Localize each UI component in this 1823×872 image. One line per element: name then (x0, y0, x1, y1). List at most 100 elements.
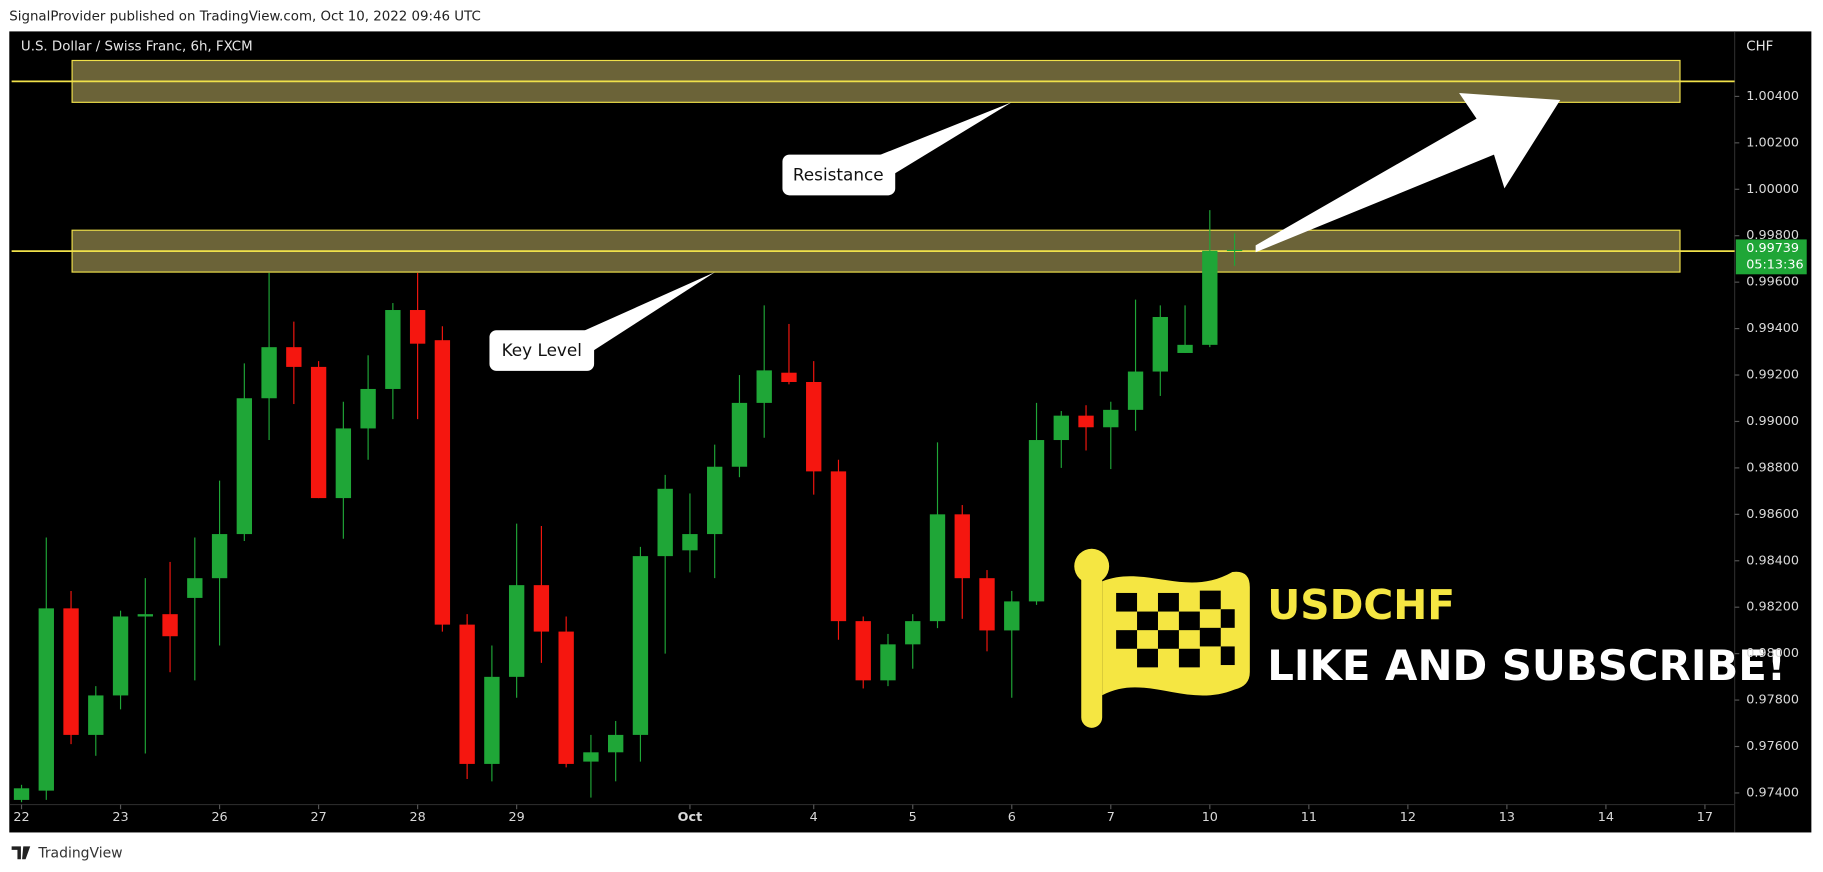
candles (13, 210, 1243, 803)
last-price-tag (1735, 239, 1807, 275)
x-tick-label: Oct (678, 810, 703, 825)
x-tick-label: 12 (1400, 810, 1416, 825)
x-tick-label: 17 (1697, 810, 1713, 825)
x-tick-label: 27 (310, 810, 326, 825)
candle-body (657, 488, 673, 557)
candle-body (360, 388, 376, 429)
candle-body (533, 585, 550, 632)
candle-body (137, 614, 153, 617)
candle-body (731, 402, 748, 467)
callout-box (489, 330, 595, 371)
countdown-label: 05:13:36 (1746, 257, 1803, 272)
y-tick-label: 0.99600 (1746, 275, 1799, 290)
candle-body (756, 370, 772, 403)
x-tick-label: 7 (1107, 810, 1115, 825)
candle-body (211, 534, 228, 579)
callout-box (782, 154, 896, 196)
last-price-label: 0.99739 (1746, 241, 1799, 256)
y-tick-label: 1.00400 (1746, 89, 1799, 104)
candle-body (781, 372, 797, 382)
symbol-title: U.S. Dollar / Swiss Franc, 6h, FXCM (21, 40, 253, 55)
y-tick-label: 0.99000 (1746, 414, 1799, 429)
candle-body (162, 614, 178, 637)
x-tick-label: 5 (909, 810, 917, 825)
y-tick-label: 0.98000 (1746, 646, 1799, 661)
callout-pointer (860, 102, 1012, 177)
candle-body (1202, 250, 1218, 345)
x-tick-label: 14 (1598, 810, 1614, 825)
candle-body (286, 347, 302, 367)
x-tick-label: 6 (1008, 810, 1016, 825)
callout-text: Resistance (793, 165, 884, 185)
currency-label: CHF (1746, 40, 1773, 55)
y-tick-label: 0.98600 (1746, 507, 1799, 522)
candle-body (88, 695, 104, 735)
candle-body (63, 608, 79, 735)
candle-body (583, 752, 599, 762)
x-tick-label: 26 (211, 810, 227, 825)
callout-pointer (569, 272, 716, 355)
y-tick-label: 0.99400 (1746, 321, 1799, 336)
candle-body (484, 676, 500, 764)
y-tick-label: 0.97800 (1746, 693, 1799, 708)
x-tick-label: 10 (1202, 810, 1218, 825)
candle-body (1226, 249, 1243, 252)
candle-body (1103, 409, 1119, 428)
arrow (1255, 93, 1561, 253)
candle-body (1152, 316, 1168, 372)
candle-body (385, 310, 401, 389)
candle-body (954, 514, 970, 579)
candle-body (1078, 415, 1094, 428)
candle-body (38, 608, 54, 791)
x-tick-label: 4 (810, 810, 818, 825)
brand-logo (11, 846, 31, 860)
y-tick-label: 0.99200 (1746, 368, 1799, 383)
candle-body (13, 788, 30, 800)
candle-body (806, 381, 822, 472)
x-tick-label: 23 (112, 810, 128, 825)
candle-body (880, 644, 896, 681)
candle-body (261, 347, 277, 399)
symbol-banner: USDCHF (1267, 581, 1455, 629)
candle-body (187, 578, 203, 598)
footer-brand: TradingView (37, 845, 122, 861)
candle-body (236, 398, 253, 535)
y-tick-label: 0.97600 (1746, 739, 1799, 754)
candle-body (830, 471, 847, 622)
y-tick-label: 1.00200 (1746, 135, 1799, 150)
candle-body (508, 585, 525, 677)
x-tick-label: 29 (509, 810, 525, 825)
candle-body (335, 428, 352, 499)
candle-body (855, 621, 871, 681)
candle-body (979, 578, 995, 631)
candle-body (607, 734, 624, 753)
x-tick-label: 22 (13, 810, 29, 825)
candle-body (1004, 601, 1020, 631)
candle-body (929, 514, 946, 622)
subscribe-banner: LIKE AND SUBSCRIBE! (1267, 641, 1786, 690)
y-tick-label: 1.00000 (1746, 182, 1799, 197)
candle-body (1177, 344, 1193, 353)
y-tick-label: 0.97400 (1746, 785, 1799, 800)
candle-body (409, 310, 426, 344)
publisher-header: SignalProvider published on TradingView.… (9, 9, 480, 24)
x-tick-label: 11 (1301, 810, 1317, 825)
candle-body (682, 534, 698, 551)
candle-body (905, 621, 921, 645)
candle-body (1028, 440, 1045, 602)
candle-body (310, 366, 327, 499)
callout-text: Key Level (502, 340, 582, 360)
x-tick-label: 28 (409, 810, 425, 825)
candle-body (558, 631, 574, 764)
candle-body (1127, 371, 1144, 410)
y-tick-label: 0.98400 (1746, 553, 1799, 568)
x-tick-label: 13 (1499, 810, 1515, 825)
candle-body (112, 616, 129, 696)
candle-body (707, 466, 723, 535)
candle-body (434, 340, 451, 625)
candle-body (1053, 415, 1069, 441)
flag-icon (1074, 548, 1250, 728)
candle-body (459, 624, 475, 764)
y-tick-label: 0.98200 (1746, 600, 1799, 615)
